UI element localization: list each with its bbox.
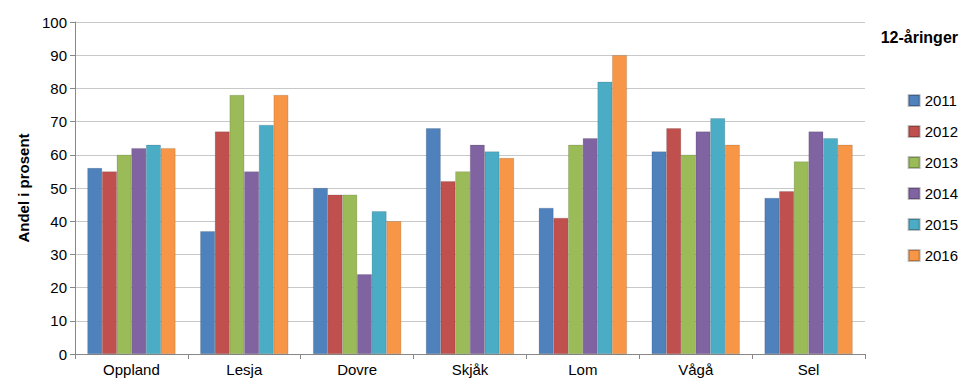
svg-text:90: 90 xyxy=(50,47,67,64)
svg-text:2012: 2012 xyxy=(925,123,958,140)
svg-text:Sel: Sel xyxy=(798,361,820,378)
svg-text:50: 50 xyxy=(50,180,67,197)
svg-text:40: 40 xyxy=(50,213,67,230)
svg-text:0: 0 xyxy=(59,346,67,363)
svg-text:Skjåk: Skjåk xyxy=(452,361,489,378)
svg-text:20: 20 xyxy=(50,279,67,296)
svg-text:2015: 2015 xyxy=(925,216,958,233)
svg-text:10: 10 xyxy=(50,312,67,329)
svg-text:2016: 2016 xyxy=(925,247,958,264)
svg-text:60: 60 xyxy=(50,146,67,163)
svg-text:2013: 2013 xyxy=(925,154,958,171)
svg-text:Lom: Lom xyxy=(568,361,597,378)
svg-text:Dovre: Dovre xyxy=(337,361,377,378)
svg-text:12-åringer: 12-åringer xyxy=(881,29,958,46)
svg-text:80: 80 xyxy=(50,80,67,97)
svg-text:2011: 2011 xyxy=(925,92,957,109)
svg-text:Oppland: Oppland xyxy=(103,361,160,378)
svg-text:30: 30 xyxy=(50,246,67,263)
svg-text:Lesja: Lesja xyxy=(226,361,263,378)
svg-text:Andel i prosent: Andel i prosent xyxy=(15,133,32,242)
svg-text:100: 100 xyxy=(42,14,67,31)
svg-text:Vågå: Vågå xyxy=(678,361,714,378)
svg-text:70: 70 xyxy=(50,113,67,130)
svg-text:2014: 2014 xyxy=(925,185,958,202)
